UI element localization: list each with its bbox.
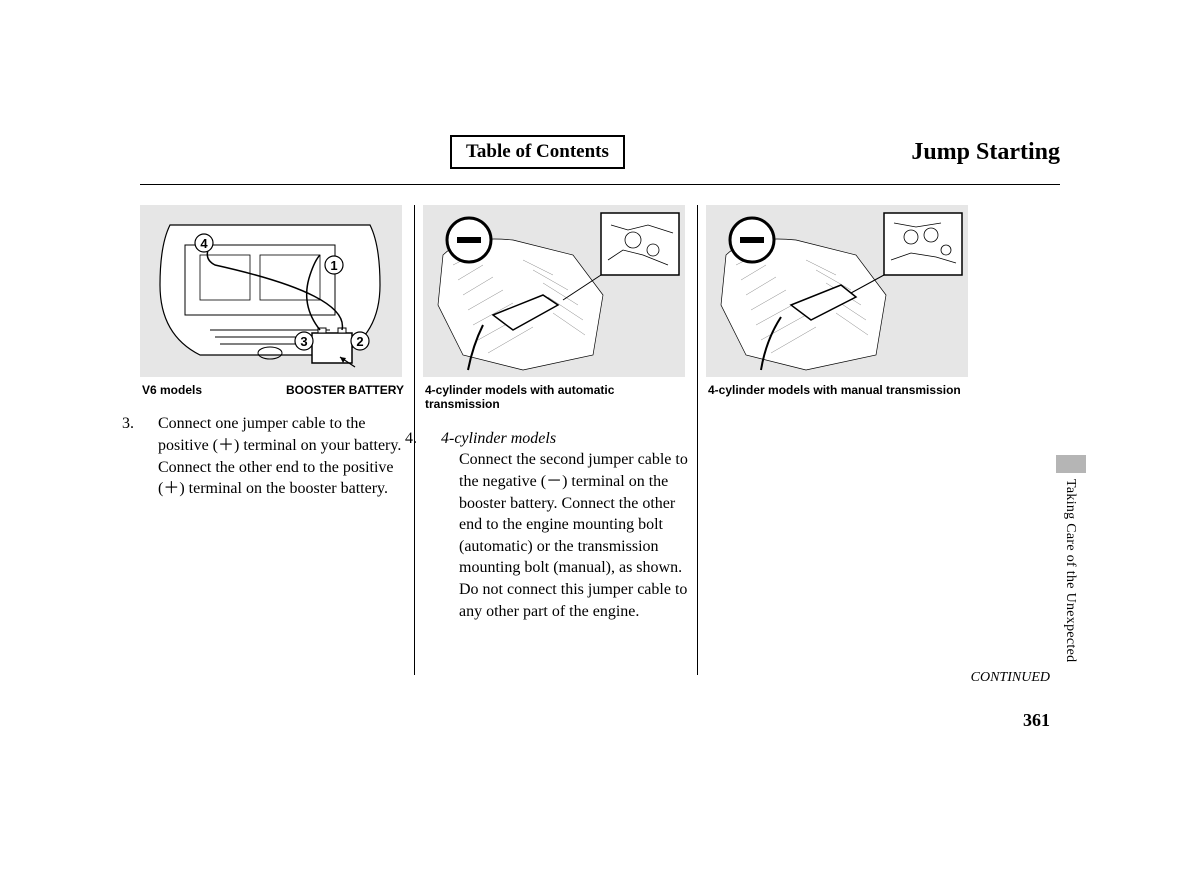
detail-inset xyxy=(884,213,962,275)
column-2: 4-cylinder models with automatic transmi… xyxy=(423,205,697,675)
callout-4: 4 xyxy=(200,236,208,251)
figure3-caption: 4-cylinder models with manual transmissi… xyxy=(706,383,972,397)
toc-button[interactable]: Table of Contents xyxy=(450,135,625,169)
figure1-caption: V6 models BOOSTER BATTERY xyxy=(140,383,406,397)
column-1: 4 1 3 2 V6 models BOOSTER BATTERY 3.Conn… xyxy=(140,205,414,675)
step-body: Connect one jumper cable to the positive… xyxy=(158,415,401,497)
step-body: Connect the second jumper cable to the n… xyxy=(441,449,689,622)
tab-marker xyxy=(1056,455,1086,473)
page-header: Table of Contents Jump Starting xyxy=(140,135,1060,185)
grounding-manual-illustration xyxy=(706,205,968,377)
continued-label: CONTINUED xyxy=(971,670,1050,686)
engine-bay-illustration: 4 1 3 2 xyxy=(140,205,402,377)
caption-left: V6 models xyxy=(142,383,202,397)
page-title: Jump Starting xyxy=(911,139,1060,166)
step-number: 3. xyxy=(140,413,158,435)
figure-4cyl-auto xyxy=(423,205,685,377)
page-number: 361 xyxy=(1023,710,1050,731)
figure-v6-engine: 4 1 3 2 xyxy=(140,205,402,377)
manual-page: Table of Contents Jump Starting xyxy=(140,135,1060,675)
callout-1: 1 xyxy=(330,258,337,273)
callout-3: 3 xyxy=(300,334,307,349)
callout-2: 2 xyxy=(356,334,363,349)
figure-4cyl-manual xyxy=(706,205,968,377)
column-separator-2 xyxy=(697,205,698,675)
caption-right: BOOSTER BATTERY xyxy=(286,383,404,397)
step-4-text: 4.4-cylinder models Connect the second j… xyxy=(423,428,689,622)
grounding-auto-illustration xyxy=(423,205,685,377)
column-3: 4-cylinder models with manual transmissi… xyxy=(706,205,980,675)
content-columns: 4 1 3 2 V6 models BOOSTER BATTERY 3.Conn… xyxy=(140,205,1060,675)
section-tab: Taking Care of the Unexpected xyxy=(1062,455,1082,685)
step-subhead: 4-cylinder models xyxy=(441,430,556,447)
step-3-text: 3.Connect one jumper cable to the positi… xyxy=(140,413,406,499)
step-number: 4. xyxy=(423,428,441,450)
figure2-caption: 4-cylinder models with automatic transmi… xyxy=(423,383,689,412)
section-name: Taking Care of the Unexpected xyxy=(1062,479,1078,662)
